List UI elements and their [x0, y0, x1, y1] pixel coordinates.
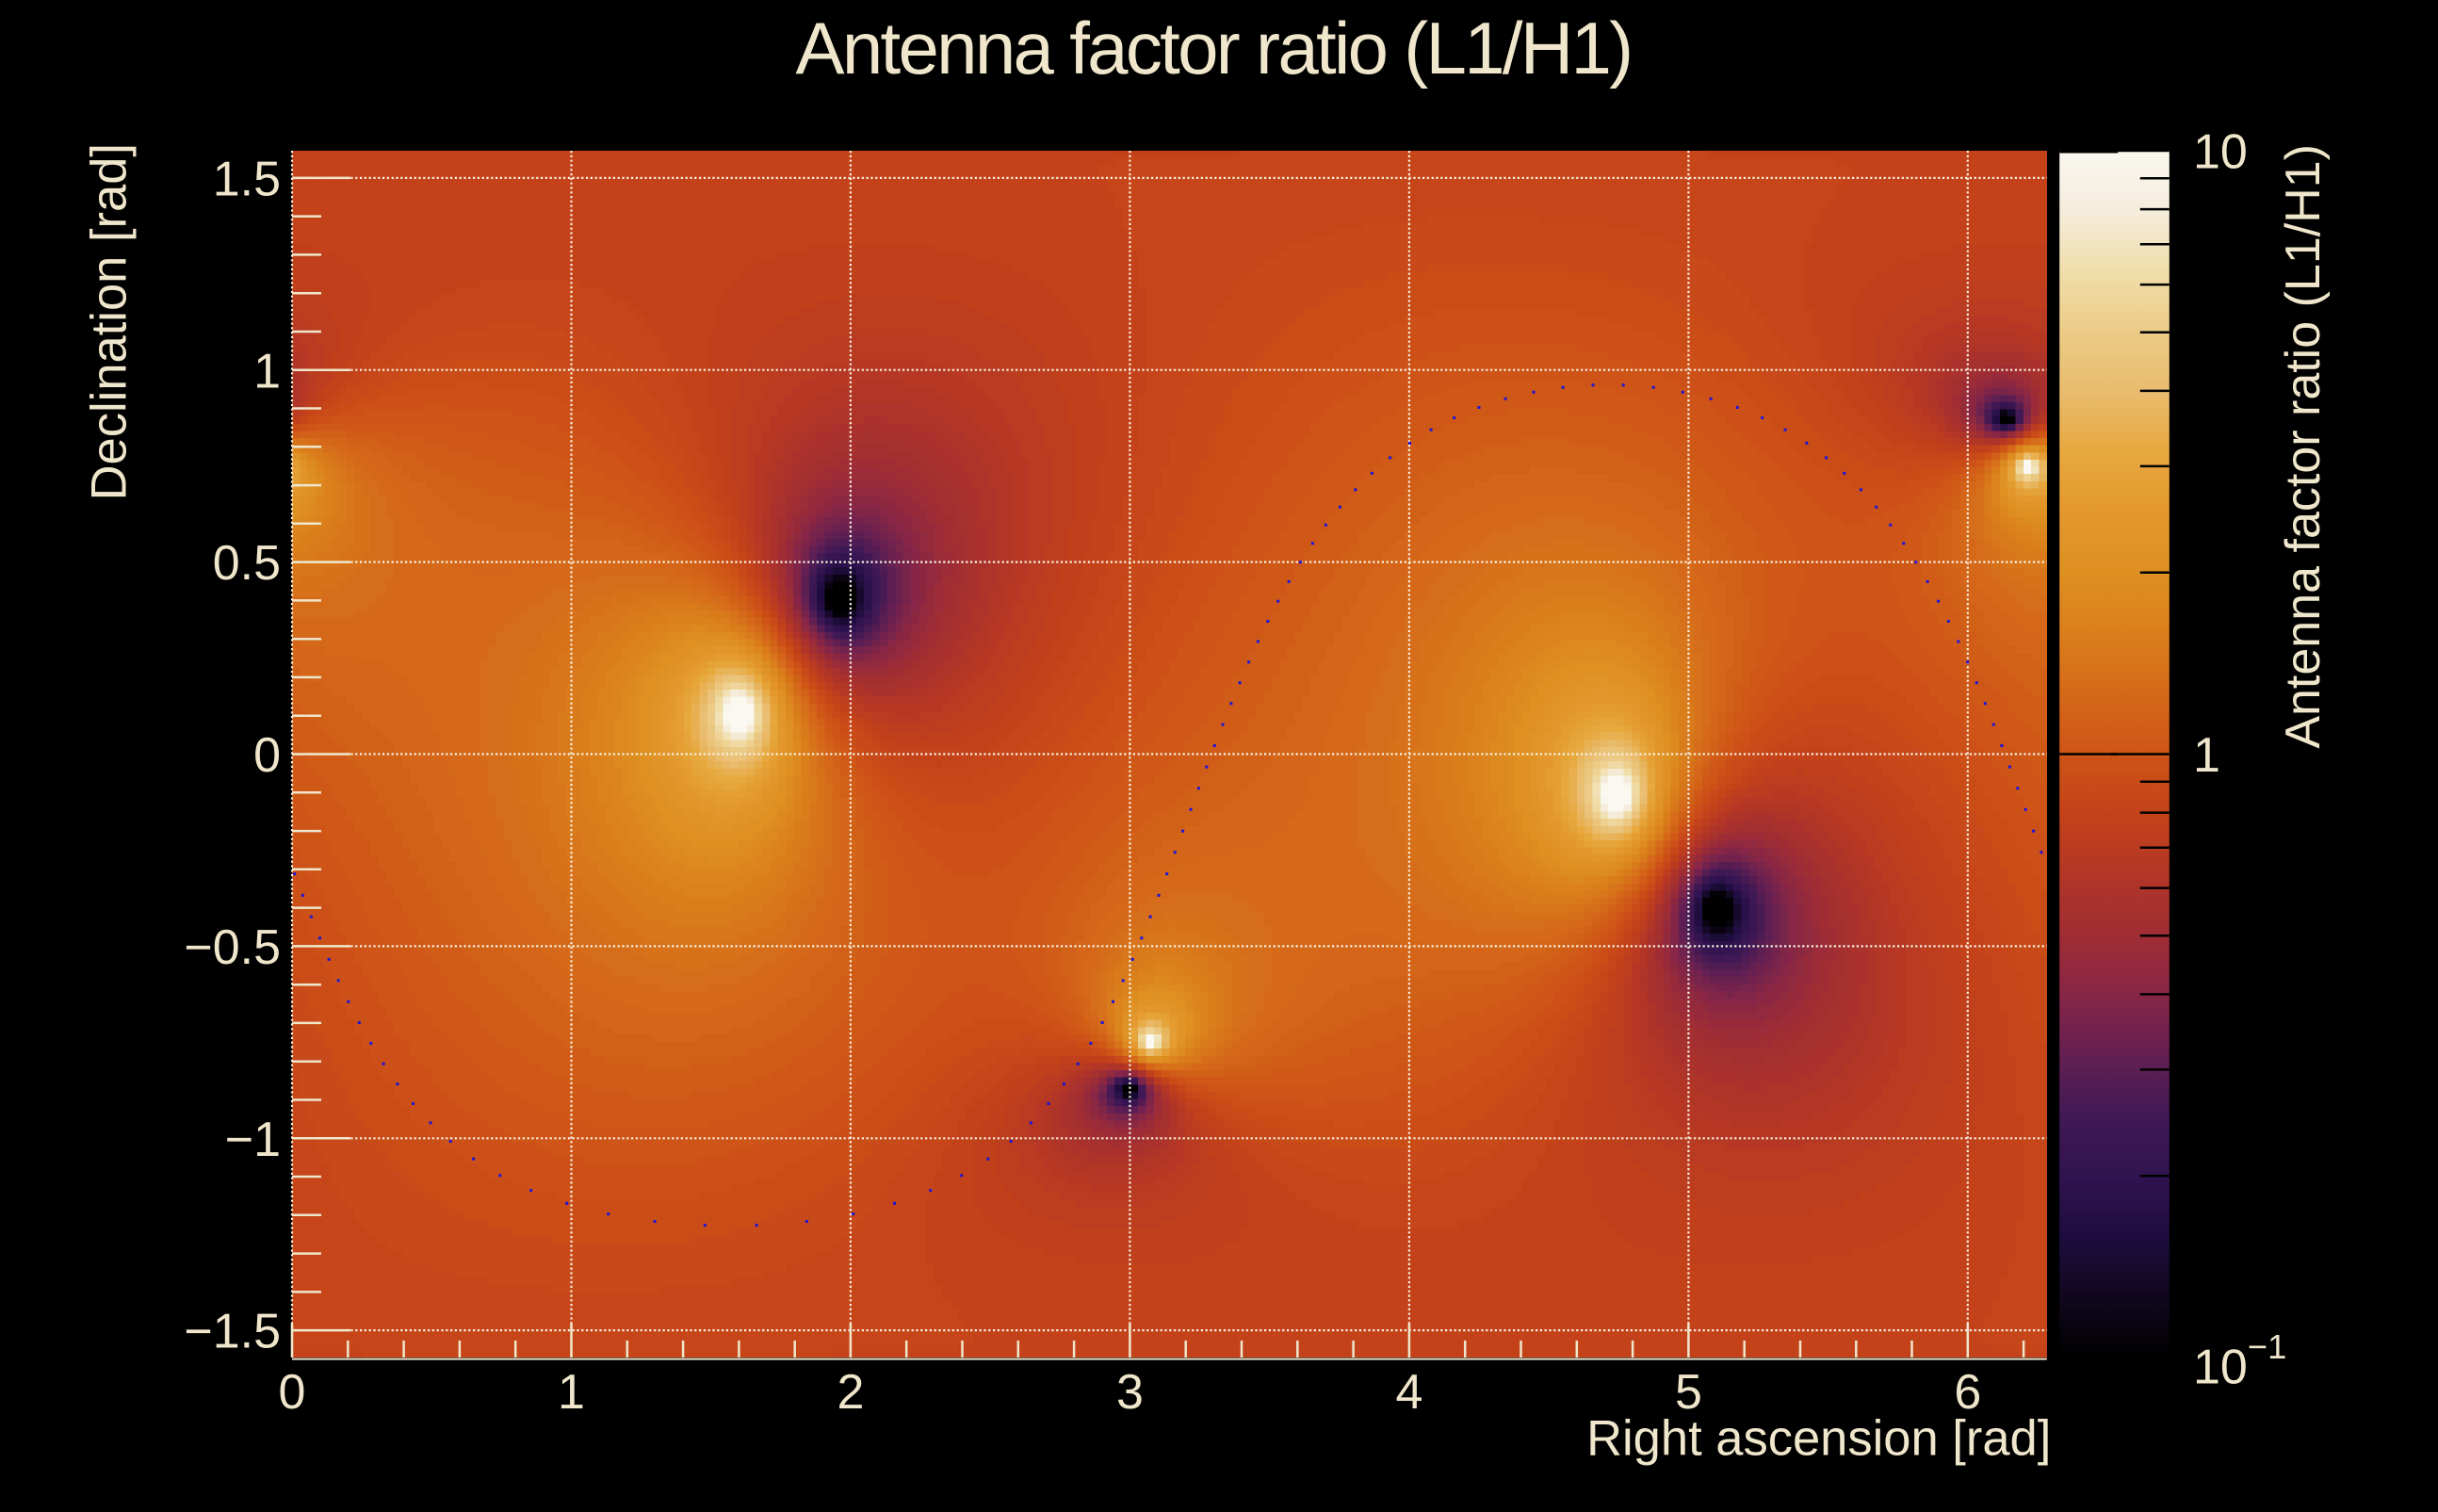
svg-text:−0.5: −0.5: [184, 920, 281, 975]
svg-text:−1: −1: [225, 1113, 281, 1167]
svg-text:3: 3: [1116, 1365, 1144, 1420]
svg-text:4: 4: [1395, 1365, 1422, 1420]
svg-text:10: 10: [2193, 125, 2248, 180]
svg-text:1: 1: [253, 344, 281, 398]
svg-text:5: 5: [1675, 1365, 1702, 1420]
svg-text:1: 1: [558, 1365, 585, 1420]
svg-text:Right ascension [rad]: Right ascension [rad]: [1586, 1411, 2051, 1467]
svg-text:0: 0: [253, 728, 281, 783]
svg-text:1: 1: [2193, 728, 2220, 783]
svg-text:Declination [rad]: Declination [rad]: [82, 143, 138, 500]
svg-text:1.5: 1.5: [213, 153, 281, 207]
svg-text:2: 2: [837, 1365, 864, 1420]
svg-text:6: 6: [1954, 1365, 1981, 1420]
svg-text:Antenna factor ratio (L1/H1): Antenna factor ratio (L1/H1): [2276, 144, 2331, 749]
svg-text:Antenna factor ratio (L1/H1): Antenna factor ratio (L1/H1): [796, 7, 1632, 89]
svg-text:0: 0: [279, 1365, 306, 1420]
svg-text:0.5: 0.5: [213, 536, 281, 591]
svg-text:−1.5: −1.5: [184, 1305, 281, 1359]
